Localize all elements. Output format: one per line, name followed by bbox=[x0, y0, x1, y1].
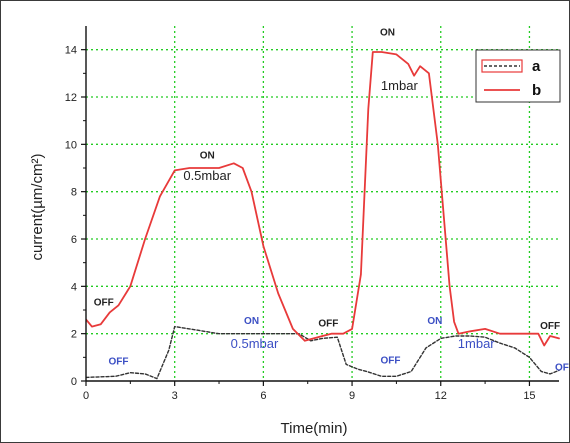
y-tick-label: 2 bbox=[71, 329, 77, 341]
annotation-label: 0.5mbar bbox=[183, 168, 231, 183]
y-tick-label: 0 bbox=[71, 376, 77, 388]
y-tick-label: 10 bbox=[65, 139, 77, 151]
y-tick-label: 4 bbox=[71, 281, 77, 293]
legend: ab bbox=[475, 49, 561, 103]
annotation-label: OFF bbox=[380, 355, 400, 366]
x-tick-label: 9 bbox=[349, 390, 355, 402]
annotation-label: OFF bbox=[540, 321, 560, 332]
x-tick-label: 0 bbox=[83, 390, 89, 402]
x-tick-label: 15 bbox=[523, 390, 535, 402]
annotation-label: 1mbar bbox=[381, 78, 419, 93]
axes: 0 3 6 9 12 15 0 2 4 6 8 10 12 14 bbox=[65, 26, 559, 402]
y-tick-label: 12 bbox=[65, 92, 77, 104]
y-tick-label: 8 bbox=[71, 187, 77, 199]
y-tick-label: 6 bbox=[71, 234, 77, 246]
legend-box bbox=[475, 49, 561, 103]
annotation-label: OF bbox=[555, 362, 569, 373]
annotation-label: ON bbox=[427, 316, 442, 327]
annotations: OFF ON 0.5mbar OFF ON 1mbar OFF OFF ON 0.5mbar OFF… bbox=[94, 27, 569, 373]
annotation-label: ON bbox=[244, 316, 259, 327]
x-tick-label: 6 bbox=[260, 390, 266, 402]
y-axis-label: current(µm/cm²) bbox=[29, 154, 46, 261]
annotation-label: 0.5mbar bbox=[231, 336, 279, 351]
legend-label-a: a bbox=[532, 58, 541, 75]
x-axis-label: Time(min) bbox=[281, 420, 348, 437]
series-b-line bbox=[86, 51, 560, 347]
grid bbox=[86, 26, 559, 381]
x-tick-label: 3 bbox=[172, 390, 178, 402]
annotation-label: OFF bbox=[94, 297, 114, 308]
series-layer bbox=[86, 51, 560, 380]
annotation-label: OFF bbox=[318, 319, 338, 330]
x-tick-label: 12 bbox=[435, 390, 447, 402]
annotation-label: OFF bbox=[109, 356, 129, 367]
annotation-label: 1mbar bbox=[458, 336, 496, 351]
annotation-label: ON bbox=[200, 151, 215, 162]
y-tick-label: 14 bbox=[65, 45, 77, 57]
annotation-label: ON bbox=[380, 27, 395, 38]
legend-label-b: b bbox=[532, 82, 541, 99]
legend-swatch-frame bbox=[481, 59, 523, 73]
series-a-line bbox=[86, 325, 560, 380]
